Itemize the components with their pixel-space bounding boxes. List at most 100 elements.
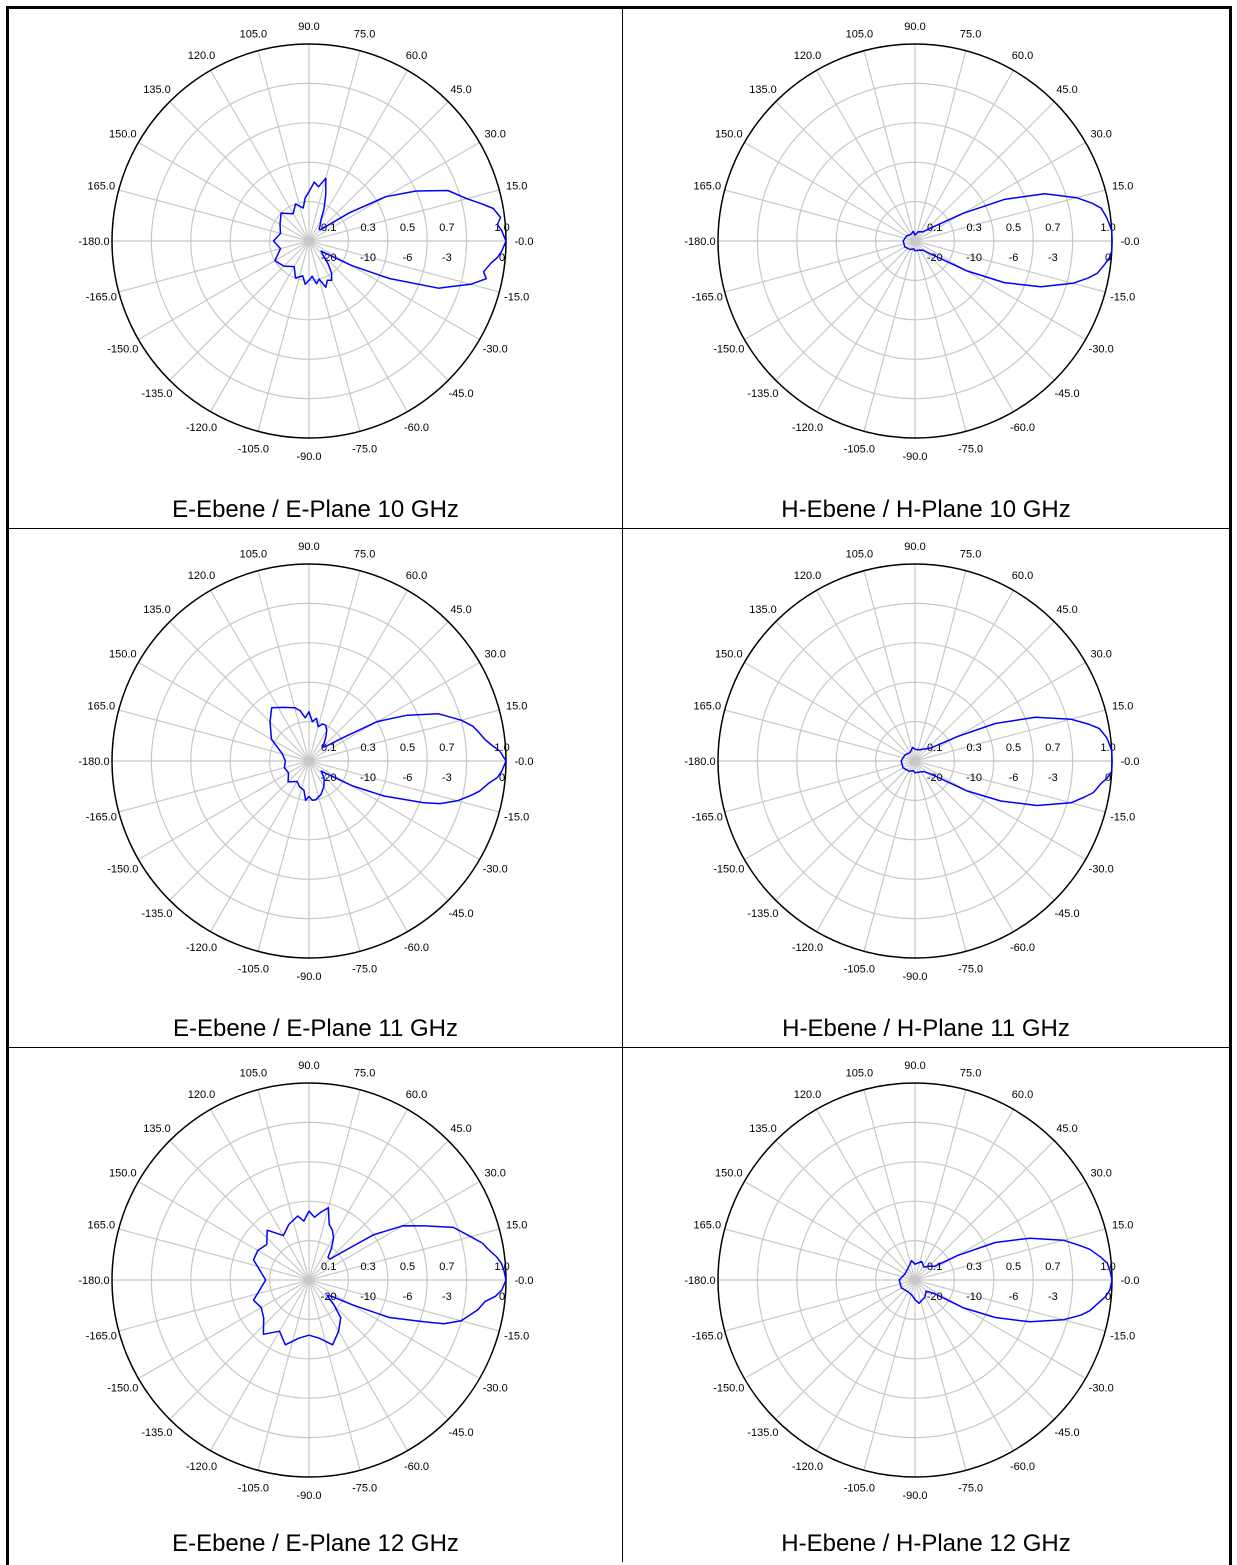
grid-spoke (308, 101, 449, 242)
polar-plot: 90.0 75.0 60.0 45.0 30.0 15.0 -0.0 -15.0 -30.0 -4… (684, 21, 1139, 463)
angle-tick-label: 150.0 (715, 1168, 743, 1180)
angle-tick-label: 90.0 (904, 1060, 925, 1072)
angle-tick-label: -150.0 (107, 1383, 138, 1395)
plot-cell-e-plane-11ghz: 90.0 75.0 60.0 45.0 30.0 15.0 -0.0 -15.0 -30.0 -4… (9, 529, 623, 1048)
grid-spoke (914, 101, 1055, 242)
plot-cell-e-plane-10ghz: 90.0 75.0 60.0 45.0 30.0 15.0 -0.0 -15.0 -30.0 -4… (9, 9, 623, 529)
angle-tick-label: -0.0 (515, 236, 534, 248)
grid-spoke (914, 189, 1106, 242)
grid-spoke (914, 50, 967, 242)
angle-tick-label: 135.0 (143, 1123, 171, 1135)
pattern-series-line (900, 716, 1113, 807)
angle-tick-label: 150.0 (109, 1168, 137, 1180)
grid-spoke (118, 1279, 310, 1332)
grid-spoke (724, 709, 916, 762)
angle-tick-label: -180.0 (684, 236, 715, 248)
angle-tick-label: -60.0 (404, 942, 429, 954)
angle-tick-label: -15.0 (504, 1331, 529, 1343)
grid-spoke (308, 1279, 361, 1471)
grid-spoke (118, 760, 310, 813)
radial-tick-label-db: 0 (1105, 1291, 1111, 1303)
angle-tick-label: 135.0 (749, 84, 777, 96)
angle-tick-label: 60.0 (1012, 1089, 1033, 1101)
grid-spoke (138, 141, 310, 242)
angle-tick-label: 105.0 (846, 28, 874, 40)
grid-spoke (308, 240, 449, 381)
polar-plot: 90.0 75.0 60.0 45.0 30.0 15.0 -0.0 -15.0 -30.0 -4… (684, 1060, 1139, 1502)
grid-spoke (308, 661, 480, 762)
radial-tick-label-db: -10 (966, 252, 982, 264)
radial-tick-label-db: -6 (1009, 1291, 1019, 1303)
radial-tick-label-db: -10 (360, 1291, 376, 1303)
plot-cell-h-plane-11ghz: 90.0 75.0 60.0 45.0 30.0 15.0 -0.0 -15.0 -30.0 -4… (623, 529, 1229, 1048)
angle-tick-label: 45.0 (1056, 604, 1077, 616)
angle-tick-label: 135.0 (143, 84, 171, 96)
angle-tick-label: -180.0 (78, 756, 109, 768)
angle-tick-label: -30.0 (483, 344, 508, 356)
angle-tick-label: -30.0 (1089, 864, 1114, 876)
grid-spoke (257, 760, 310, 952)
angle-tick-label: -180.0 (684, 756, 715, 768)
radial-tick-label-linear: 0.7 (1045, 222, 1060, 234)
angle-tick-label: 105.0 (240, 1067, 268, 1079)
pattern-series-line (272, 177, 507, 289)
grid-spoke (775, 621, 916, 762)
grid-spoke (775, 760, 916, 901)
grid-spoke (914, 661, 1086, 762)
angle-tick-label: -180.0 (78, 1275, 109, 1287)
angle-tick-label: -45.0 (448, 388, 473, 400)
angle-tick-label: 105.0 (240, 28, 268, 40)
grid-spoke (914, 570, 967, 762)
grid-spoke (169, 1140, 310, 1281)
angle-tick-label: -120.0 (186, 942, 217, 954)
angle-tick-label: 165.0 (694, 180, 722, 192)
angle-tick-label: 30.0 (484, 1168, 505, 1180)
angle-tick-label: -75.0 (958, 444, 983, 456)
grid-spoke (863, 240, 916, 432)
grid-spoke (257, 50, 310, 242)
grid-spoke (308, 1109, 409, 1281)
angle-tick-label: -15.0 (1110, 292, 1135, 304)
radial-tick-label-db: -3 (1048, 772, 1058, 784)
grid-spoke (308, 590, 409, 762)
angle-tick-label: 75.0 (354, 1067, 375, 1079)
angle-tick-label: 45.0 (450, 604, 471, 616)
grid-spoke (775, 101, 916, 242)
grid-spoke (724, 1228, 916, 1281)
angle-tick-label: -135.0 (747, 1427, 778, 1439)
grid-spoke (863, 1279, 916, 1471)
grid-spoke (308, 1180, 480, 1281)
angle-tick-label: 30.0 (484, 129, 505, 141)
grid-spoke (863, 760, 916, 952)
angle-tick-label: 90.0 (298, 21, 319, 33)
angle-tick-label: 30.0 (1090, 1168, 1111, 1180)
angle-tick-label: -165.0 (692, 1331, 723, 1343)
radial-tick-label-db: -20 (927, 252, 943, 264)
radial-tick-label-db: -10 (966, 772, 982, 784)
radial-tick-label-linear: 0.1 (321, 742, 336, 754)
plot-caption: E-Ebene / E-Plane 12 GHz (172, 1530, 459, 1557)
angle-tick-label: 90.0 (298, 541, 319, 553)
angle-tick-label: -60.0 (1010, 942, 1035, 954)
grid-spoke (815, 760, 916, 932)
angle-tick-label: 45.0 (450, 84, 471, 96)
angle-tick-label: 75.0 (354, 548, 375, 560)
grid-spoke (118, 709, 310, 762)
grid-spoke (914, 1228, 1106, 1281)
angle-tick-label: -165.0 (692, 812, 723, 824)
angle-tick-label: -135.0 (141, 908, 172, 920)
angle-tick-label: -60.0 (1010, 422, 1035, 434)
grid-spoke (308, 1140, 449, 1281)
angle-tick-label: -150.0 (713, 1383, 744, 1395)
grid-spoke (914, 240, 1106, 293)
angle-tick-label: -45.0 (1054, 388, 1079, 400)
angle-tick-label: -180.0 (78, 236, 109, 248)
grid-spoke (744, 661, 916, 762)
angle-tick-label: 150.0 (715, 129, 743, 141)
grid-spoke (914, 1109, 1015, 1281)
angle-tick-label: -45.0 (1054, 908, 1079, 920)
grid-spoke (308, 760, 361, 952)
grid-spoke (308, 1279, 480, 1380)
radial-tick-label-db: -6 (403, 252, 413, 264)
grid-spoke (914, 760, 1106, 813)
